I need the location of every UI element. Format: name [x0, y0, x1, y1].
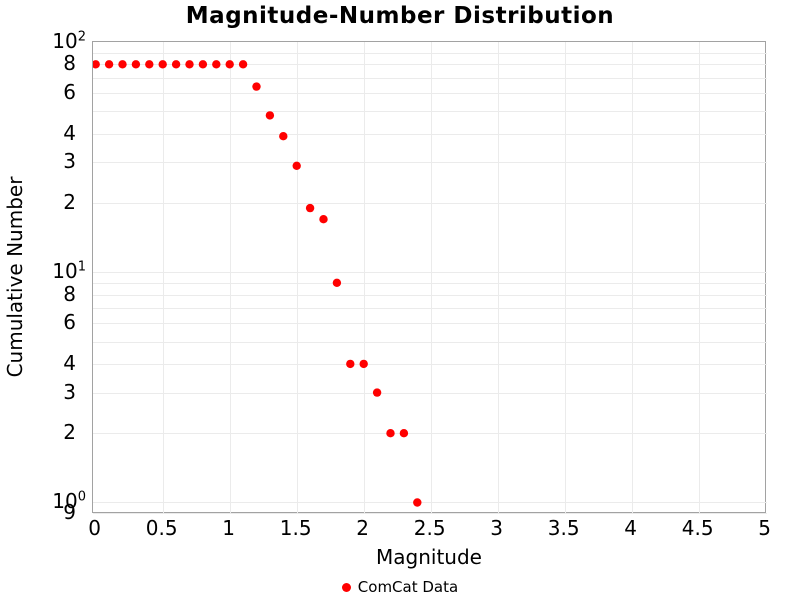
plot-area: [92, 41, 767, 514]
y-tick-label: 8: [63, 281, 76, 306]
legend-label: ComCat Data: [357, 578, 459, 596]
data-point: [212, 60, 221, 69]
legend-marker-icon: [341, 582, 351, 592]
data-point: [319, 215, 328, 224]
y-tick-exponent: 1: [77, 259, 86, 275]
data-point: [413, 498, 422, 507]
x-tick-label: 2.5: [413, 516, 446, 540]
x-tick-label: 3: [490, 516, 504, 540]
y-tick-label: 3: [63, 379, 76, 404]
chart-title: Magnitude-Number Distribution: [185, 3, 615, 29]
data-point: [238, 60, 248, 69]
x-tick-label: 1: [222, 516, 236, 540]
data-point: [145, 60, 154, 69]
data-point: [118, 60, 127, 69]
data-point: [252, 82, 261, 91]
data-point: [158, 60, 167, 69]
y-tick-label-decade: 102: [52, 29, 86, 53]
x-tick-label: 4.5: [681, 516, 714, 540]
x-tick-label: 1.5: [279, 516, 312, 540]
y-tick-label: 2: [63, 420, 76, 445]
y-tick-label-decade: 100: [52, 489, 86, 514]
y-tick-exponent: 2: [77, 29, 86, 45]
x-tick-label: 0: [88, 516, 102, 540]
data-point: [104, 60, 114, 69]
data-point: [171, 60, 181, 69]
y-tick-label: 2: [63, 189, 76, 214]
data-point: [372, 388, 382, 397]
x-tick-label: 2: [356, 516, 370, 540]
data-point: [198, 60, 208, 69]
y-tick-label: 3: [63, 149, 76, 174]
y-tick-label: 6: [63, 310, 76, 335]
x-tick-label: 5: [758, 516, 772, 540]
y-tick-label-decade: 101: [52, 259, 86, 284]
data-point: [265, 111, 275, 120]
data-point: [399, 429, 409, 438]
y-tick-label: 6: [63, 80, 76, 105]
data-point: [225, 60, 234, 69]
legend: ComCat Data: [0, 577, 800, 597]
y-tick-label: 8: [63, 51, 76, 76]
x-axis-title: Magnitude: [376, 545, 482, 569]
data-point: [131, 60, 141, 69]
x-tick-label: 4: [624, 516, 638, 540]
data-point: [386, 429, 395, 438]
y-tick-label: 4: [63, 120, 76, 145]
data-point: [359, 359, 368, 369]
data-point: [346, 359, 355, 369]
x-tick-label: 0.5: [145, 516, 178, 540]
x-tick-label: 3.5: [547, 516, 580, 540]
plot-svg: [93, 42, 767, 514]
y-tick-label: 9: [63, 500, 76, 525]
y-tick-exponent: 0: [77, 489, 86, 505]
y-tick-label: 4: [63, 350, 76, 375]
data-point: [305, 203, 315, 213]
data-point: [93, 60, 100, 69]
data-point: [292, 161, 301, 170]
data-point: [279, 132, 288, 141]
data-point: [332, 278, 342, 287]
data-point: [185, 60, 194, 69]
